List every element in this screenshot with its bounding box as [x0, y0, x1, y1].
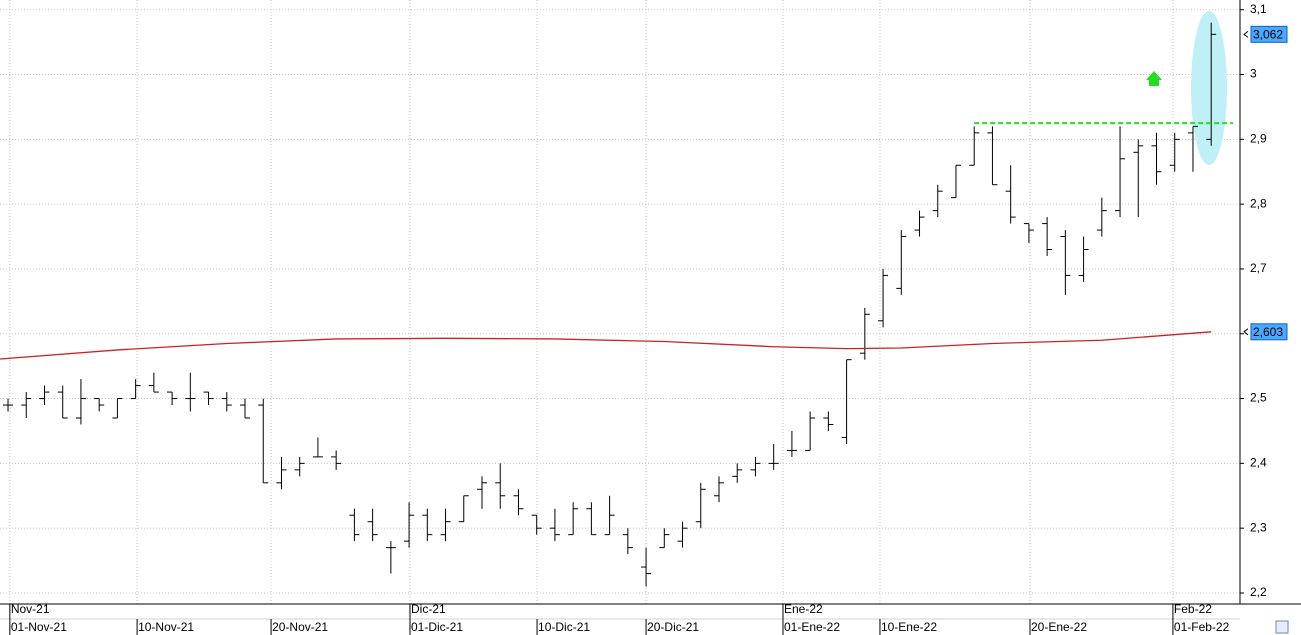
x-tick-label: 20-Ene-22 [1031, 620, 1087, 634]
x-tick-label: 01-Dic-21 [411, 620, 463, 634]
moving-average [0, 331, 1212, 360]
y-tick-label: 2,7 [1250, 261, 1267, 275]
x-tick-label: 10-Ene-22 [881, 620, 937, 634]
x-tick-label: 10-Dic-21 [538, 620, 590, 634]
month-tick-label: Nov-21 [11, 602, 50, 616]
x-tick-label: 01-Nov-21 [11, 620, 67, 634]
price-marker [1243, 30, 1249, 38]
price-marker [1243, 328, 1249, 336]
y-tick-label: 2,3 [1250, 520, 1267, 534]
settings-icon[interactable] [1275, 620, 1289, 634]
month-tick-label: Ene-22 [784, 602, 823, 616]
y-tick-label: 3 [1250, 67, 1257, 81]
price-label: 3,062 [1253, 28, 1283, 42]
y-tick-label: 2,4 [1250, 456, 1267, 470]
y-tick-label: 2,8 [1250, 196, 1267, 210]
axes: 3,132,92,82,72,62,52,42,32,201-Nov-2110-… [9, 2, 1288, 635]
y-tick-label: 3,1 [1250, 2, 1267, 16]
x-tick-label: 01-Ene-22 [784, 620, 840, 634]
x-tick-label: 20-Nov-21 [272, 620, 328, 634]
month-tick-label: Feb-22 [1174, 602, 1212, 616]
y-tick-label: 2,5 [1250, 391, 1267, 405]
price-label: 2,603 [1253, 325, 1283, 339]
x-tick-label: 01-Feb-22 [1174, 620, 1230, 634]
price-label-box [1250, 25, 1288, 43]
y-tick-label: 2,2 [1250, 585, 1267, 599]
price-label-box [1250, 323, 1288, 341]
x-tick-label: 10-Nov-21 [138, 620, 194, 634]
y-tick-label: 2,9 [1250, 132, 1267, 146]
month-tick-label: Dic-21 [411, 602, 446, 616]
highlight-ellipse [1191, 11, 1227, 165]
plot [0, 22, 1234, 587]
x-tick-label: 20-Dic-21 [647, 620, 699, 634]
up-arrow [1146, 71, 1162, 86]
